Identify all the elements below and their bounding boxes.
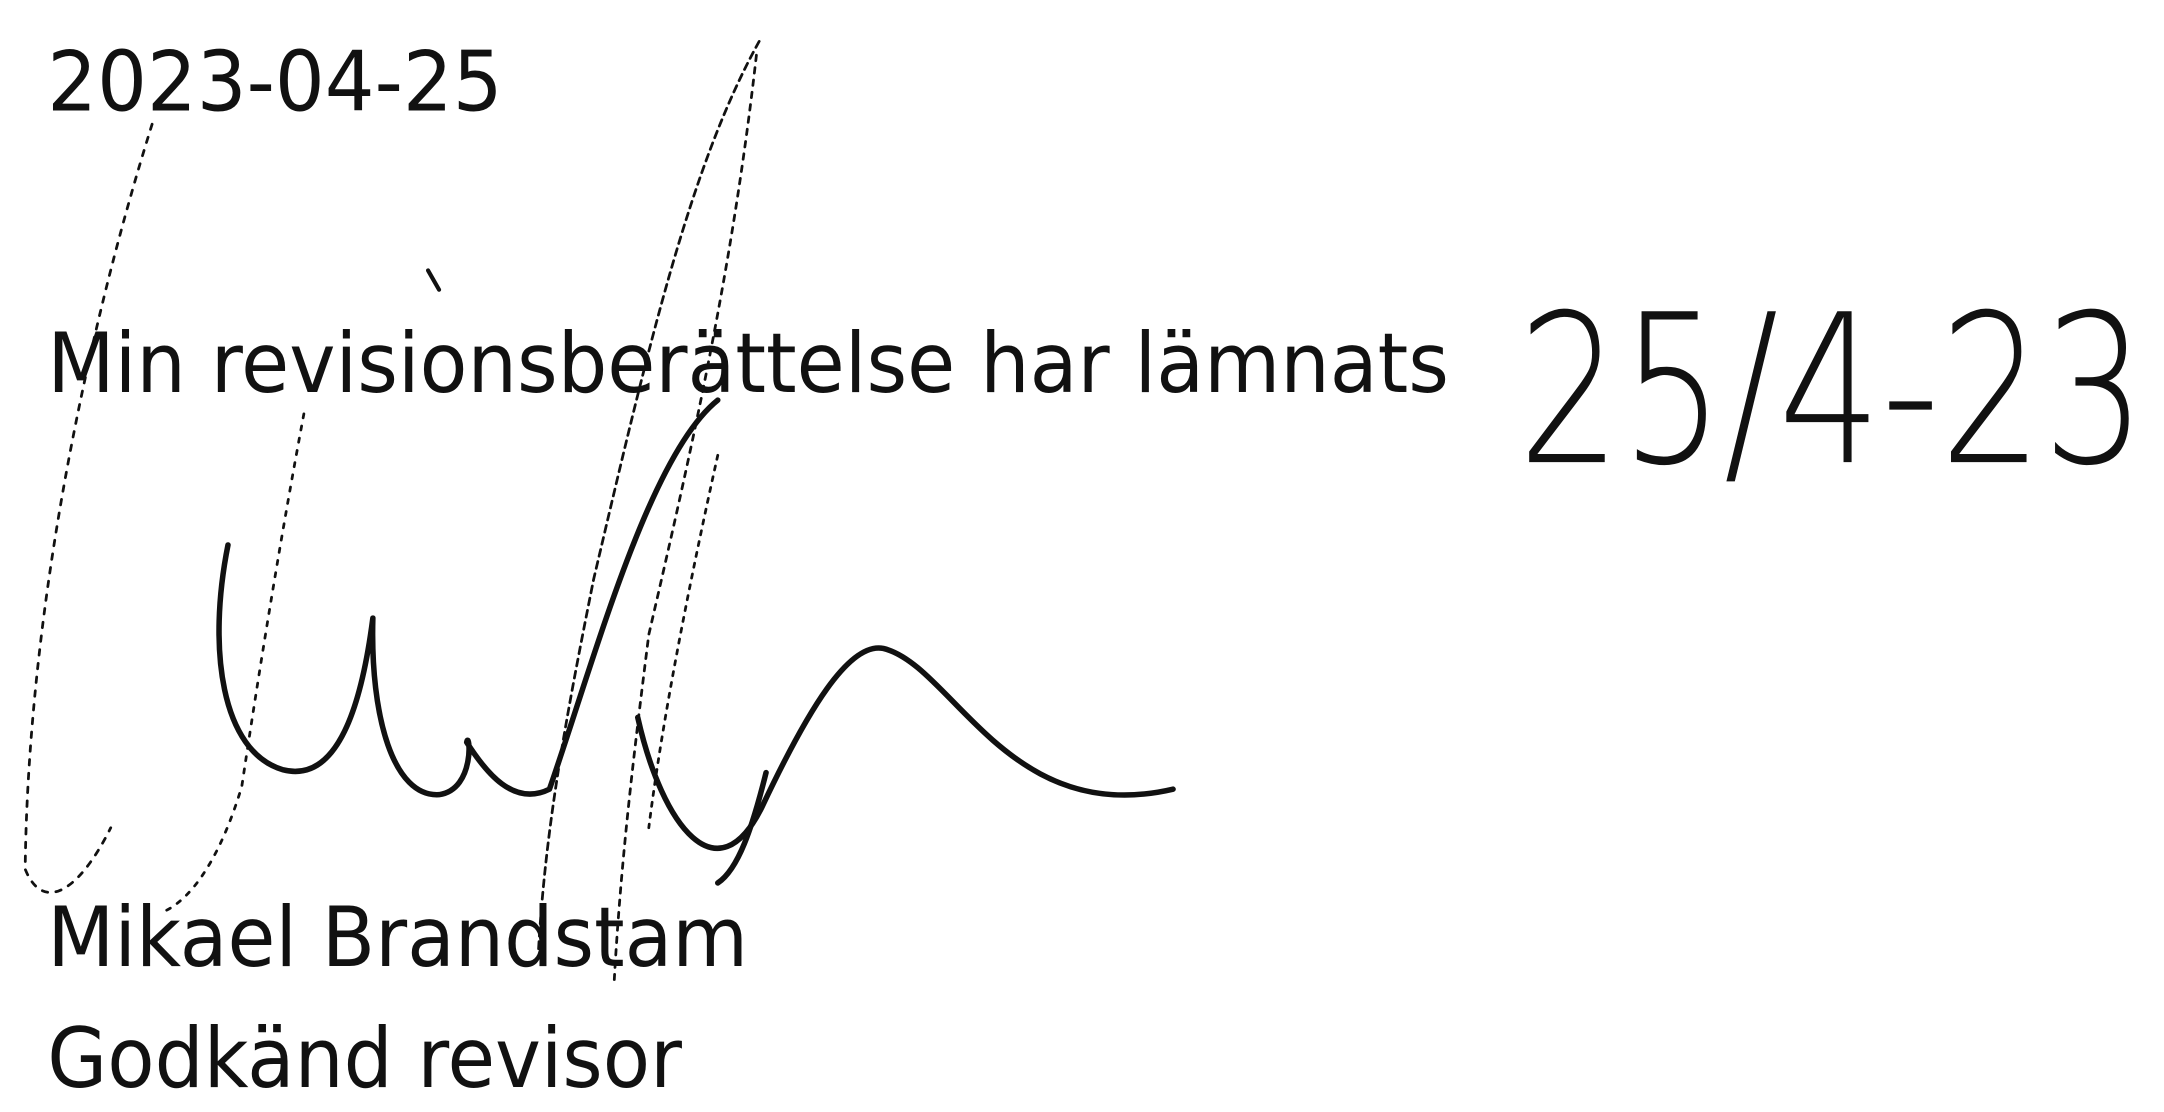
signer-name: Mikael Brandstam: [47, 889, 748, 986]
handwritten-date: 25/4-23: [1518, 270, 2146, 511]
signature-trace: [23, 122, 154, 894]
signature-stroke: [715, 769, 769, 886]
signature-stroke: [216, 397, 721, 798]
date: 2023-04-25: [47, 33, 502, 130]
signature: [23, 40, 1176, 981]
signature-trace: [647, 453, 720, 830]
signature-tick: [425, 268, 442, 292]
statement: Min revisionsberättelse har lämnats: [47, 315, 1449, 412]
signature-trace: [612, 53, 758, 981]
signature-trace: [537, 40, 761, 954]
signer-title: Godkänd revisor: [47, 1010, 683, 1107]
signature-trace: [164, 412, 306, 912]
signature-stroke: [634, 645, 1176, 851]
